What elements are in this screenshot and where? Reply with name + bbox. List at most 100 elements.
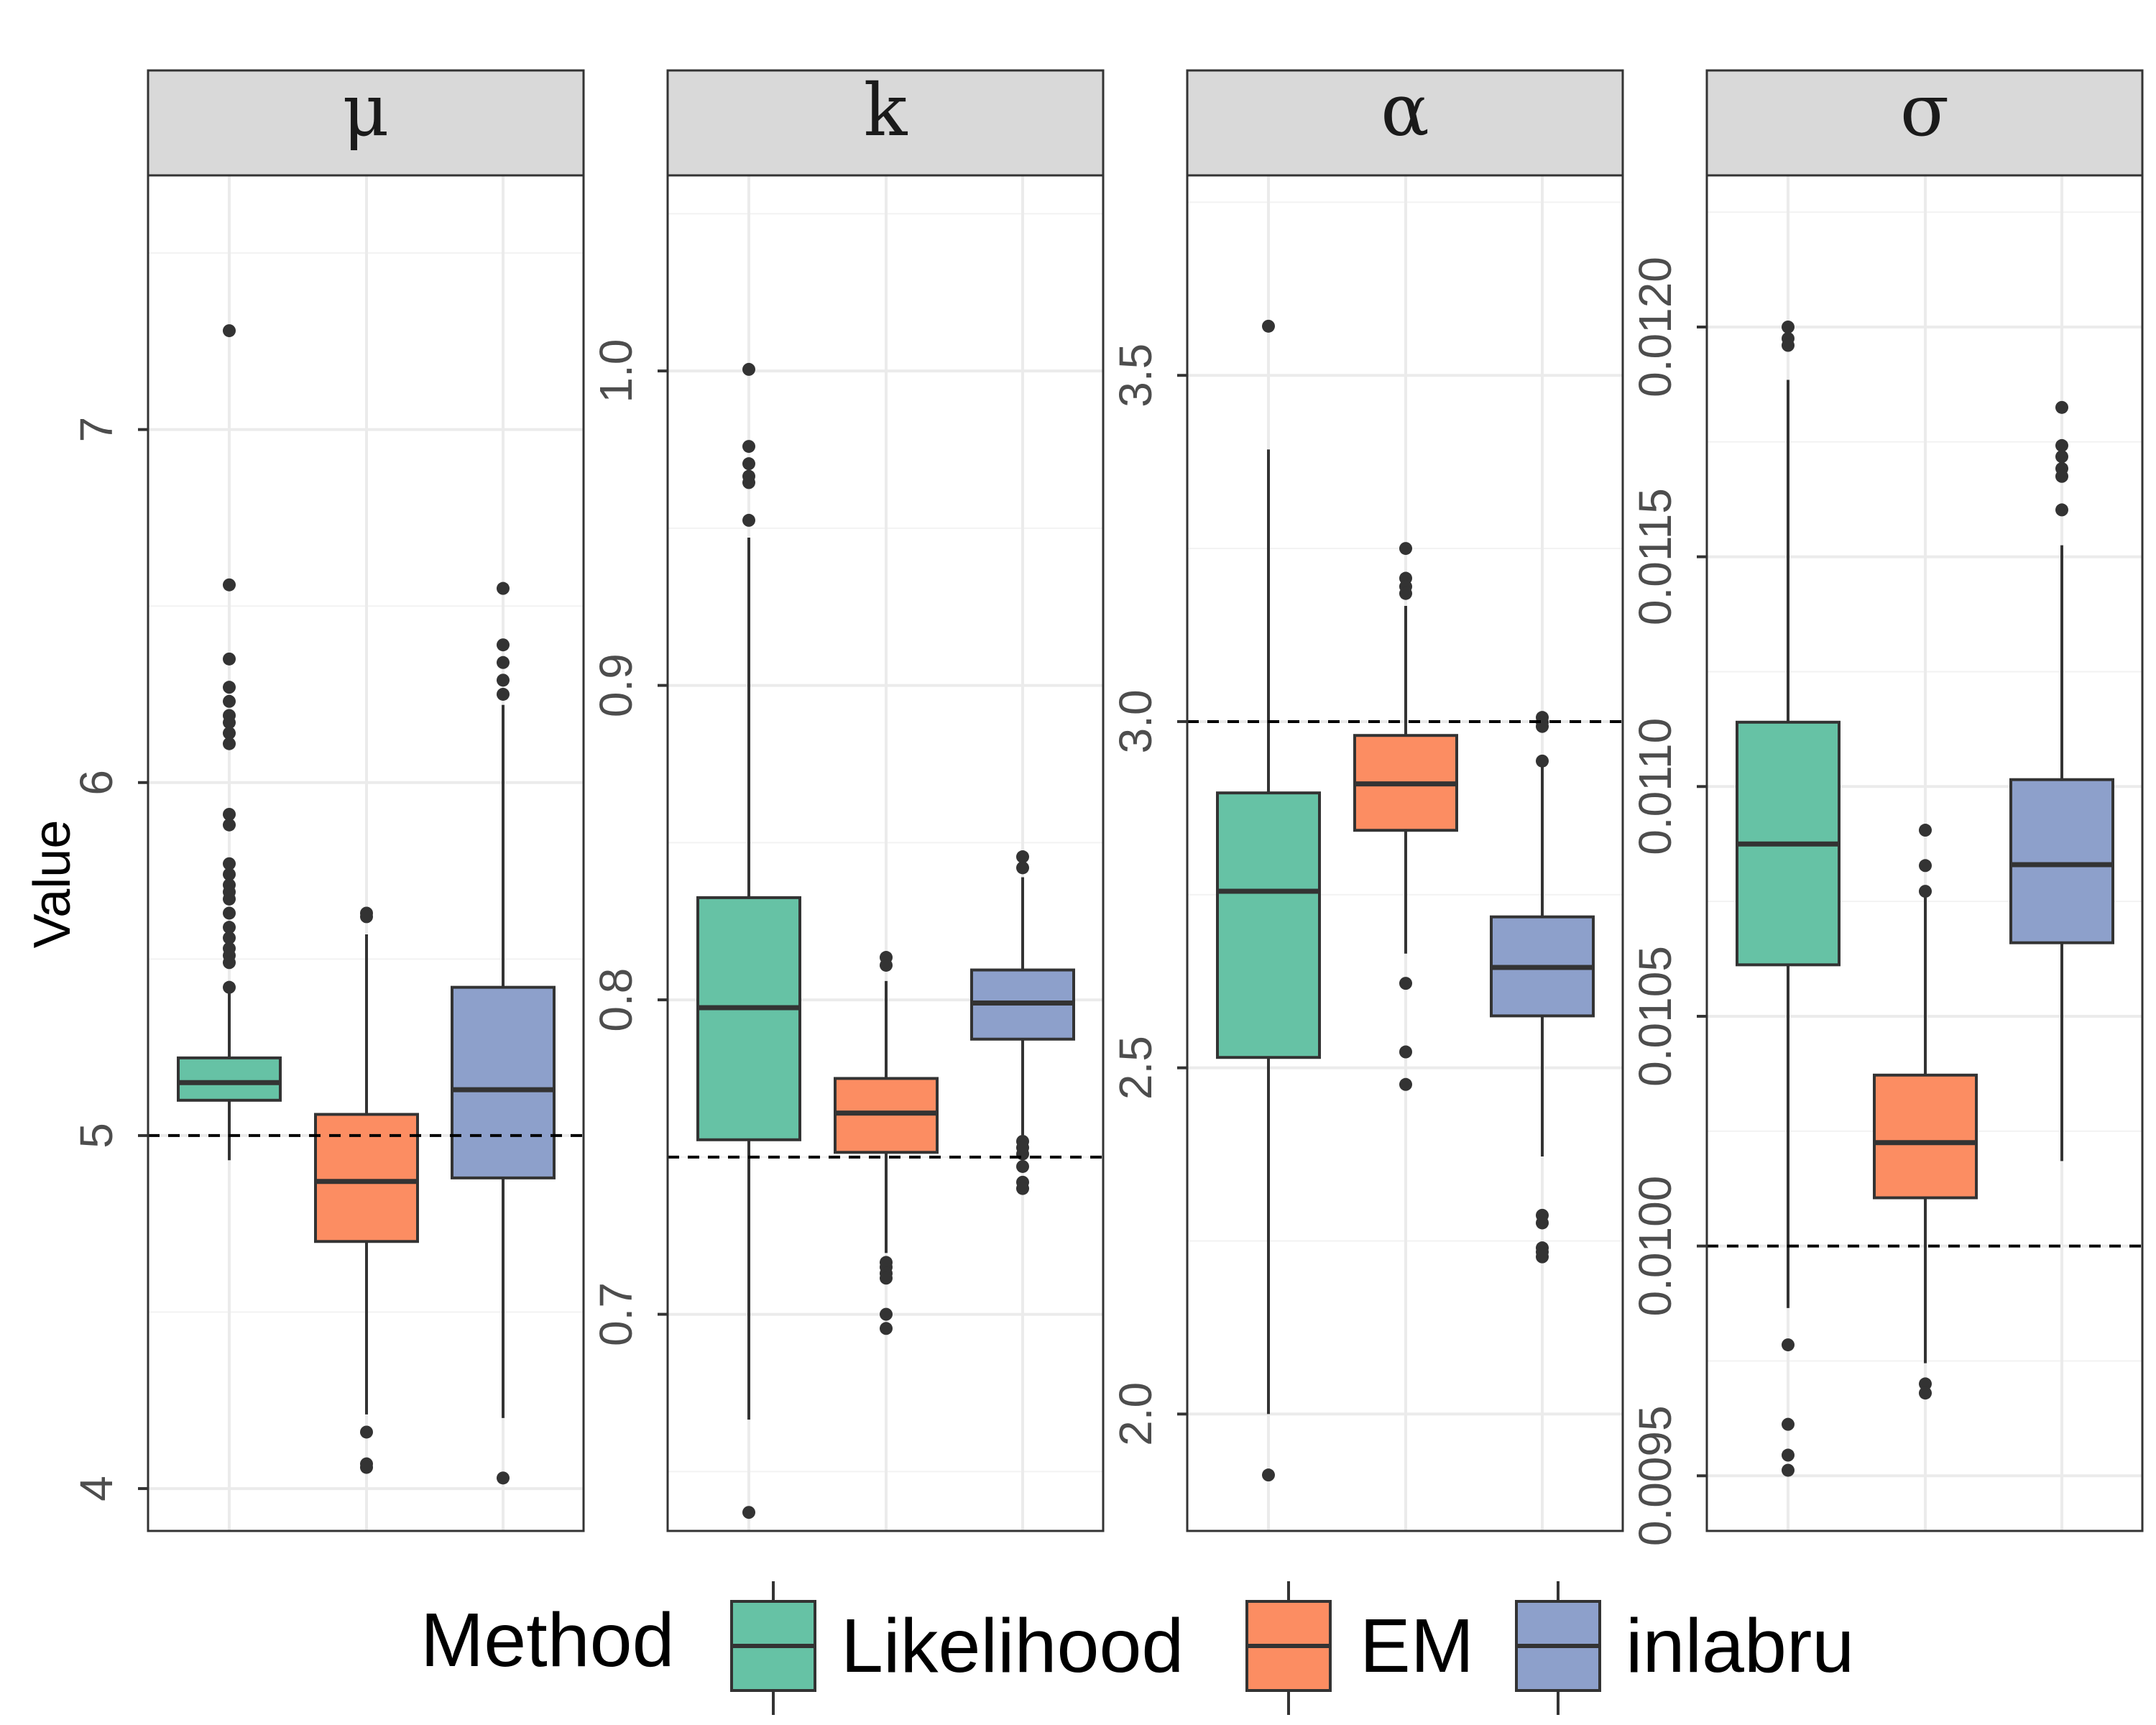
outlier-point [223,324,236,338]
outlier-point [497,673,510,687]
outlier-point [1016,1182,1029,1195]
panel-2: k 0.7 0.8 0.9 1.0 [590,68,1105,1532]
box-iqr [2009,778,2114,944]
y-tick-label: 3.5 [1110,344,1161,408]
outlier-point [1399,586,1412,600]
outlier-point [223,956,236,970]
outlier-point [1536,1250,1549,1264]
outlier-point [1262,1468,1275,1482]
box-iqr [1873,1073,1978,1200]
outlier-point [497,687,510,701]
y-tick-label: 4 [70,1476,122,1501]
strip-label: μ [343,68,390,152]
box-inlabru [451,581,556,1485]
outlier-point [742,476,755,489]
outlier-point [223,727,236,740]
outlier-point [742,362,755,376]
y-tick-label: 5 [70,1123,122,1149]
panel-1: μ 4 5 6 7 [70,68,585,1532]
outlier-point [2055,469,2068,483]
y-tick-label: 7 [70,417,122,443]
legend-label: inlabru [1626,1604,1854,1688]
outlier-point [742,1506,755,1519]
box-likelihood [696,362,801,1519]
outlier-point [1536,754,1549,768]
legend-title: Method [420,1598,675,1683]
panel-4: σ 0.0095 0.0100 0.0105 0.0110 0.0115 0.0120 [1629,68,2144,1546]
outlier-point [1016,861,1029,875]
outlier-point [223,716,236,730]
legend-entry-likelihood: Likelihood [730,1581,1184,1715]
outlier-point [1536,1216,1549,1230]
outlier-point [2055,438,2068,452]
panel-3: α 2.0 2.5 3.0 3.5 [1110,68,1624,1532]
outlier-point [1399,542,1412,556]
y-tick-label: 0.0105 [1629,946,1681,1087]
outlier-point [223,857,236,870]
box-iqr [696,896,801,1141]
outlier-point [223,931,236,944]
panels-group: μ 4 5 6 7 k 0.7 0.8 0.9 1.0 α 2.0 2.5 3.0 3.5 σ 0.0095 0.… [70,68,2144,1546]
outlier-point [1399,1045,1412,1059]
box-inlabru [2009,400,2114,1162]
outlier-point [497,656,510,669]
outlier-point [742,513,755,527]
y-tick-label: 2.0 [1110,1382,1161,1446]
outlier-point [1262,319,1275,333]
outlier-point [1919,859,1932,873]
outlier-point [497,581,510,595]
outlier-point [223,737,236,750]
y-tick-label: 0.7 [590,1282,642,1346]
outlier-point [223,818,236,832]
box-inlabru [970,850,1075,1195]
box-likelihood [1736,320,1841,1477]
box-likelihood [177,324,282,1161]
outlier-point [1399,977,1412,990]
outlier-point [1782,339,1795,352]
legend: Method Likelihood EM inlabru [420,1581,1854,1715]
outlier-point [223,892,236,906]
outlier-point [497,638,510,652]
outlier-point [880,1271,893,1285]
y-axis-title: Value [24,820,81,949]
legend-entry-inlabru: inlabru [1515,1581,1854,1715]
outlier-point [880,1322,893,1335]
box-iqr [1216,791,1321,1059]
box-iqr [314,1113,419,1243]
outlier-point [497,1471,510,1485]
y-tick-label: 0.9 [590,653,642,717]
outlier-point [1016,1159,1029,1173]
outlier-point [223,578,236,592]
y-tick-label: 0.0110 [1629,718,1681,855]
outlier-point [360,1460,373,1474]
outlier-point [223,921,236,934]
y-tick-label: 3.0 [1110,689,1161,753]
strip-label: σ [1900,68,1949,152]
outlier-point [2055,503,2068,517]
outlier-point [223,807,236,821]
strip-label: k [864,68,908,152]
outlier-point [223,906,236,920]
outlier-point [360,910,373,924]
y-tick-label: 0.0115 [1629,488,1681,625]
outlier-point [880,1307,893,1321]
outlier-point [223,694,236,708]
box-em [1353,542,1458,1091]
outlier-point [1782,1417,1795,1431]
strip-background [1186,69,1624,177]
box-iqr [177,1056,282,1102]
box-iqr [451,985,556,1179]
y-tick-label: 2.5 [1110,1036,1161,1100]
box-inlabru [1490,711,1595,1264]
legend-label: Likelihood [841,1604,1184,1688]
legend-label: EM [1360,1604,1474,1688]
y-tick-label: 0.0095 [1629,1405,1681,1546]
box-likelihood [1216,319,1321,1482]
outlier-point [223,652,236,666]
box-em [834,951,939,1335]
outlier-point [2055,450,2068,464]
outlier-point [360,1425,373,1439]
y-tick-label: 0.0120 [1629,257,1681,397]
outlier-point [1536,719,1549,733]
